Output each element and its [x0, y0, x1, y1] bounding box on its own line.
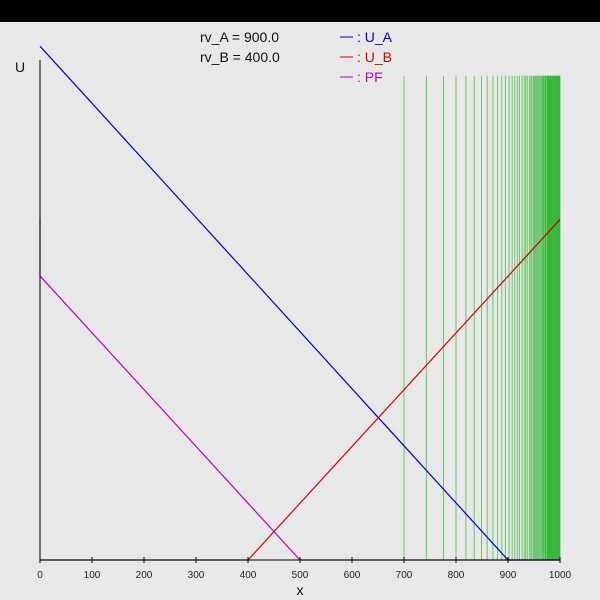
legend-label-pf: : PF [357, 69, 383, 85]
series-group [39, 45, 561, 561]
x-tick-label-800: 800 [448, 570, 465, 581]
x-tick-label-300: 300 [188, 570, 205, 581]
x-tick-label-700: 700 [396, 570, 413, 581]
x-tick-label-100: 100 [84, 570, 101, 581]
y-axis-label: U [15, 59, 25, 75]
vertical-lines-group [403, 75, 561, 560]
x-tick-label-600: 600 [344, 570, 361, 581]
series-line-ua [39, 45, 560, 561]
x-tick-label-400: 400 [240, 570, 257, 581]
param-rv-b: rv_B = 400.0 [200, 49, 280, 65]
series-line-ub [40, 219, 561, 561]
x-tick-label-500: 500 [292, 570, 309, 581]
x-axis-label: x [297, 582, 304, 598]
legend-label-ub: : U_B [357, 49, 392, 65]
x-tick-label-200: 200 [136, 570, 153, 581]
axes-group: 0 100 200 300 400 500 600 700 800 900 1000 [37, 60, 572, 581]
x-tick-label-0: 0 [37, 570, 43, 581]
legend: : U_A : U_B : PF [340, 29, 393, 85]
top-bar [0, 0, 600, 22]
param-rv-a: rv_A = 900.0 [200, 29, 279, 45]
x-tick-label-900: 900 [500, 570, 517, 581]
x-tick-label-1000: 1000 [549, 570, 572, 581]
series-line-pf [39, 275, 560, 561]
legend-label-ua: : U_A [357, 29, 393, 45]
